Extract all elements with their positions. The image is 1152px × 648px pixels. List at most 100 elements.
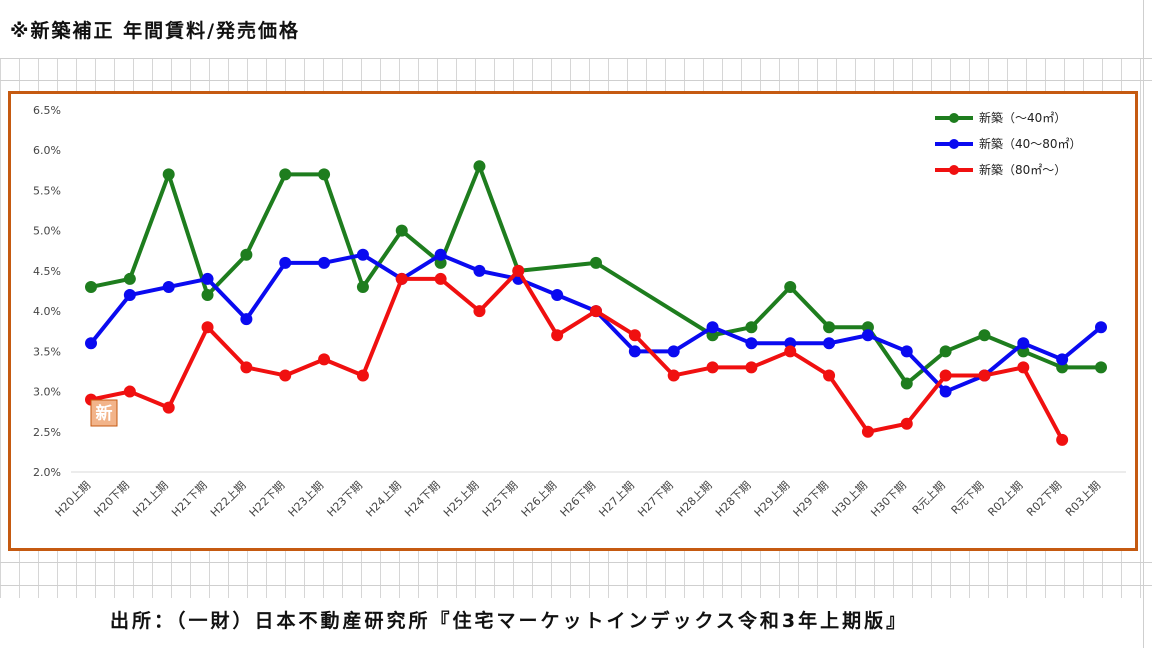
data-point — [201, 321, 214, 334]
data-point — [240, 361, 253, 374]
x-tick-label: H26下期 — [558, 479, 599, 520]
data-point — [318, 168, 331, 181]
data-point — [667, 345, 680, 358]
sheet-row-line — [0, 80, 1152, 81]
sheet-row-line — [0, 562, 1152, 563]
y-tick-label: 4.0% — [33, 305, 61, 318]
data-point — [279, 256, 292, 269]
data-point — [123, 272, 136, 285]
data-point — [318, 353, 331, 366]
data-point — [784, 345, 797, 358]
data-point — [318, 256, 331, 269]
data-point — [162, 280, 175, 293]
data-point — [395, 272, 408, 285]
data-point — [356, 369, 369, 382]
data-point — [1017, 337, 1030, 350]
data-point — [434, 272, 447, 285]
data-point — [978, 329, 991, 342]
legend-label: 新築（40～80㎡） — [979, 136, 1082, 151]
data-point — [667, 369, 680, 382]
data-point — [745, 337, 758, 350]
legend-marker — [949, 113, 959, 123]
data-point — [900, 417, 913, 430]
data-point — [900, 345, 913, 358]
data-point — [473, 160, 486, 173]
chart-container: 2.0% 2.5% 3.0% 3.5% 4.0% 4.5% 5.0% 5.5% 6.0% 6.5%… — [8, 91, 1138, 551]
y-tick-label: 2.5% — [33, 426, 61, 439]
data-point — [356, 248, 369, 261]
data-point — [823, 337, 836, 350]
x-tick-label: H21上期 — [130, 479, 171, 520]
data-point — [861, 329, 874, 342]
y-tick-label: 4.5% — [33, 265, 61, 278]
legend-marker — [949, 139, 959, 149]
data-point — [900, 377, 913, 390]
data-point — [939, 385, 952, 398]
legend-marker — [949, 165, 959, 175]
data-point — [551, 289, 564, 302]
x-tick-label: H26上期 — [519, 479, 560, 520]
data-point — [706, 361, 719, 374]
x-tick-label: H20下期 — [91, 479, 132, 520]
data-point — [1056, 353, 1069, 366]
data-point — [861, 425, 874, 438]
data-point — [978, 369, 991, 382]
series-line — [90, 268, 1064, 441]
data-point — [628, 329, 641, 342]
x-tick-label: H22下期 — [247, 479, 288, 520]
x-tick-label: H27上期 — [596, 479, 637, 520]
data-point — [628, 345, 641, 358]
y-tick-label: 3.0% — [33, 386, 61, 399]
legend-label: 新築（～40㎡） — [979, 110, 1066, 125]
x-tick-label: H29下期 — [791, 479, 832, 520]
data-point — [551, 329, 564, 342]
data-point — [395, 224, 408, 237]
y-tick-label: 6.0% — [33, 144, 61, 157]
data-point — [590, 305, 602, 318]
data-point — [240, 248, 253, 261]
data-point — [1017, 361, 1030, 374]
data-point — [434, 248, 447, 261]
y-tick-label: 3.5% — [33, 345, 61, 358]
x-tick-label: H24上期 — [363, 479, 404, 520]
x-tick-label: H23下期 — [325, 479, 366, 520]
data-point — [240, 313, 253, 326]
x-tick-label: H29上期 — [752, 479, 793, 520]
x-tick-label: H30下期 — [868, 479, 909, 520]
y-tick-label: 5.0% — [33, 225, 61, 238]
data-point — [1095, 321, 1107, 334]
data-point — [201, 272, 214, 285]
x-tick-label: H20上期 — [53, 479, 94, 520]
x-tick-label: H22上期 — [208, 479, 249, 520]
data-point — [745, 361, 758, 374]
data-point — [784, 280, 797, 293]
x-tick-label: R02下期 — [1024, 479, 1064, 519]
data-point — [279, 369, 292, 382]
x-tick-label: H30上期 — [830, 479, 871, 520]
data-point — [162, 168, 175, 181]
data-point — [745, 321, 758, 334]
source-note: 出所：（一財）日本不動産研究所『住宅マーケットインデックス令和3年上期版』 — [110, 610, 909, 632]
data-point — [823, 369, 836, 382]
x-tick-label: R元上期 — [910, 479, 948, 517]
data-point — [356, 280, 369, 293]
x-tick-label: R元下期 — [949, 479, 987, 517]
data-point — [162, 401, 175, 414]
x-tick-label: R03上期 — [1063, 479, 1103, 519]
new-badge — [90, 399, 118, 427]
data-point — [706, 321, 719, 334]
sheet-row-line — [0, 58, 1152, 59]
data-point — [201, 289, 214, 302]
y-tick-label: 2.0% — [33, 466, 61, 479]
data-point — [473, 305, 486, 318]
sheet-row-line — [0, 585, 1152, 586]
x-tick-label: R02上期 — [985, 479, 1025, 519]
y-tick-label: 5.5% — [33, 184, 61, 197]
data-point — [1095, 361, 1107, 374]
x-tick-label: H25下期 — [480, 479, 521, 520]
x-tick-label: H24下期 — [402, 479, 443, 520]
legend-label: 新築（80㎡～） — [979, 162, 1066, 177]
x-tick-label: H23上期 — [286, 479, 327, 520]
data-point — [590, 256, 602, 269]
data-point — [85, 280, 97, 293]
